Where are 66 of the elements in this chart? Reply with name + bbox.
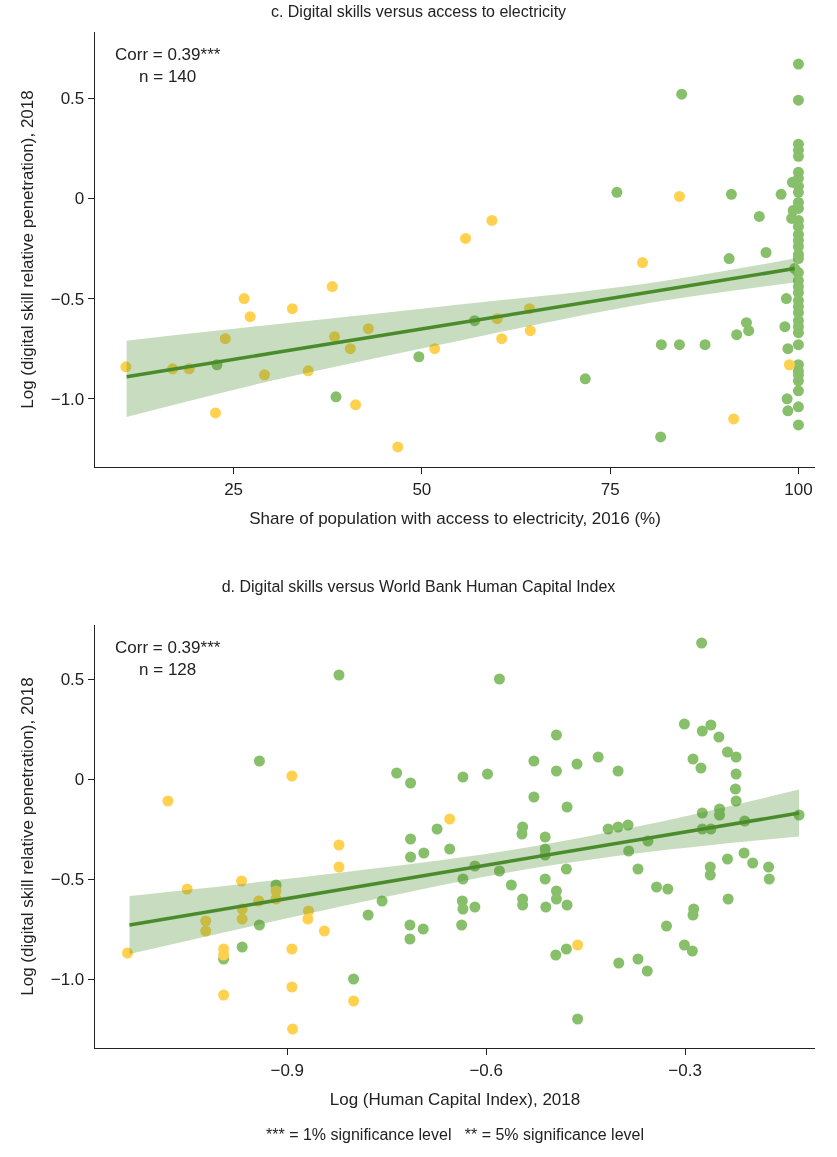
x-tick-label: 50 (412, 479, 432, 499)
point (572, 939, 584, 951)
x-tick-label: −0.9 (270, 1060, 305, 1080)
point (348, 995, 360, 1007)
y-tick-label: −0.5 (50, 869, 85, 889)
point (333, 839, 345, 851)
point (333, 861, 345, 873)
point (302, 913, 314, 925)
y-tick-label: 0 (74, 189, 85, 209)
point (286, 770, 298, 782)
point (429, 343, 441, 355)
point (637, 257, 649, 269)
point (344, 343, 356, 355)
point (392, 441, 404, 453)
point (286, 943, 298, 955)
point (162, 795, 174, 807)
point (219, 333, 231, 345)
point (350, 399, 362, 411)
point (200, 925, 212, 937)
point (236, 913, 248, 925)
point (329, 331, 340, 343)
y-axis-title: Log (digital skill relative penetration), 2018 (18, 677, 38, 996)
point (181, 883, 193, 895)
x-axis-title: Share of population with access to electricity, 2016 (%) (249, 508, 661, 528)
point (200, 915, 212, 927)
point (362, 323, 374, 335)
point (326, 281, 338, 293)
point (444, 813, 456, 825)
x-tick-label: −0.3 (668, 1060, 702, 1080)
point (120, 361, 132, 373)
point (524, 325, 536, 337)
point (728, 413, 740, 425)
chart-title: d. Digital skills versus World Bank Human Capital Index (221, 578, 616, 596)
point (258, 369, 270, 381)
y-tick-label: −0.5 (50, 289, 85, 309)
x-axis-title: Log (Human Capital Index), 2018 (329, 1089, 581, 1109)
point (673, 190, 685, 202)
point (210, 407, 221, 419)
annotation: Corr = 0.39*** n = 128 (115, 638, 221, 680)
point (286, 303, 298, 315)
point (121, 947, 133, 959)
y-tick-label: 0 (74, 769, 85, 789)
text: *** = 1% significance level ** = 5% significance level (266, 1126, 644, 1143)
y-tick-label: 0.5 (60, 669, 85, 689)
y-tick-label: −1.0 (50, 969, 85, 989)
point (783, 359, 795, 371)
point (486, 214, 498, 226)
point (496, 333, 508, 345)
point (236, 875, 248, 887)
annotation: Corr = 0.39*** n = 140 (115, 45, 221, 87)
y-axis-title: Log (digital skill relative penetration), 2018 (18, 90, 38, 409)
point (460, 232, 472, 244)
point (238, 293, 250, 305)
point (218, 989, 230, 1001)
point (286, 981, 298, 993)
x-tick-label: 75 (600, 479, 620, 499)
x-tick-label: 100 (784, 479, 813, 499)
y-tick-label: 0.5 (60, 89, 85, 109)
point (318, 925, 330, 937)
y-tick-label: −1.0 (50, 389, 85, 409)
chart-title: c. Digital skills versus access to electricity (270, 3, 567, 21)
point (244, 311, 256, 323)
x-tick-label: 25 (224, 479, 244, 499)
point (302, 365, 314, 377)
x-tick-label: −0.6 (469, 1060, 503, 1080)
point (287, 1023, 299, 1035)
